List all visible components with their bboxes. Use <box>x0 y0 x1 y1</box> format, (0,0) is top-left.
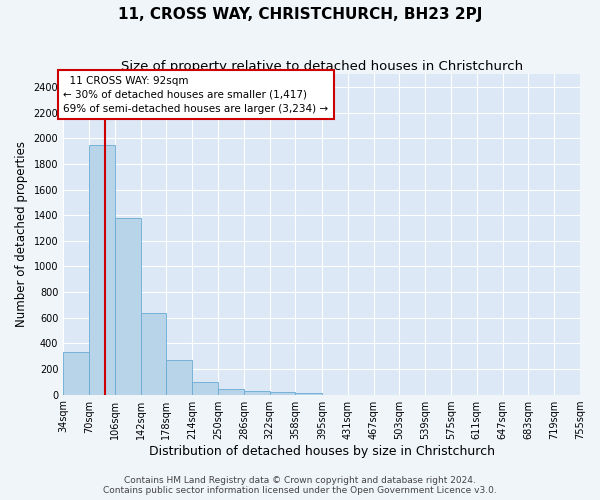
Bar <box>89 144 115 394</box>
Bar <box>63 352 89 395</box>
Title: Size of property relative to detached houses in Christchurch: Size of property relative to detached ho… <box>121 60 523 73</box>
Bar <box>192 382 218 394</box>
Bar <box>269 392 295 394</box>
Bar <box>295 392 322 394</box>
Text: 11, CROSS WAY, CHRISTCHURCH, BH23 2PJ: 11, CROSS WAY, CHRISTCHURCH, BH23 2PJ <box>118 8 482 22</box>
Bar <box>218 389 244 394</box>
X-axis label: Distribution of detached houses by size in Christchurch: Distribution of detached houses by size … <box>149 444 494 458</box>
Bar <box>166 360 192 394</box>
Text: Contains HM Land Registry data © Crown copyright and database right 2024.
Contai: Contains HM Land Registry data © Crown c… <box>103 476 497 495</box>
Y-axis label: Number of detached properties: Number of detached properties <box>15 142 28 328</box>
Text: 11 CROSS WAY: 92sqm
← 30% of detached houses are smaller (1,417)
69% of semi-det: 11 CROSS WAY: 92sqm ← 30% of detached ho… <box>63 76 328 114</box>
Bar <box>140 312 166 394</box>
Bar <box>244 390 269 394</box>
Bar <box>115 218 140 394</box>
